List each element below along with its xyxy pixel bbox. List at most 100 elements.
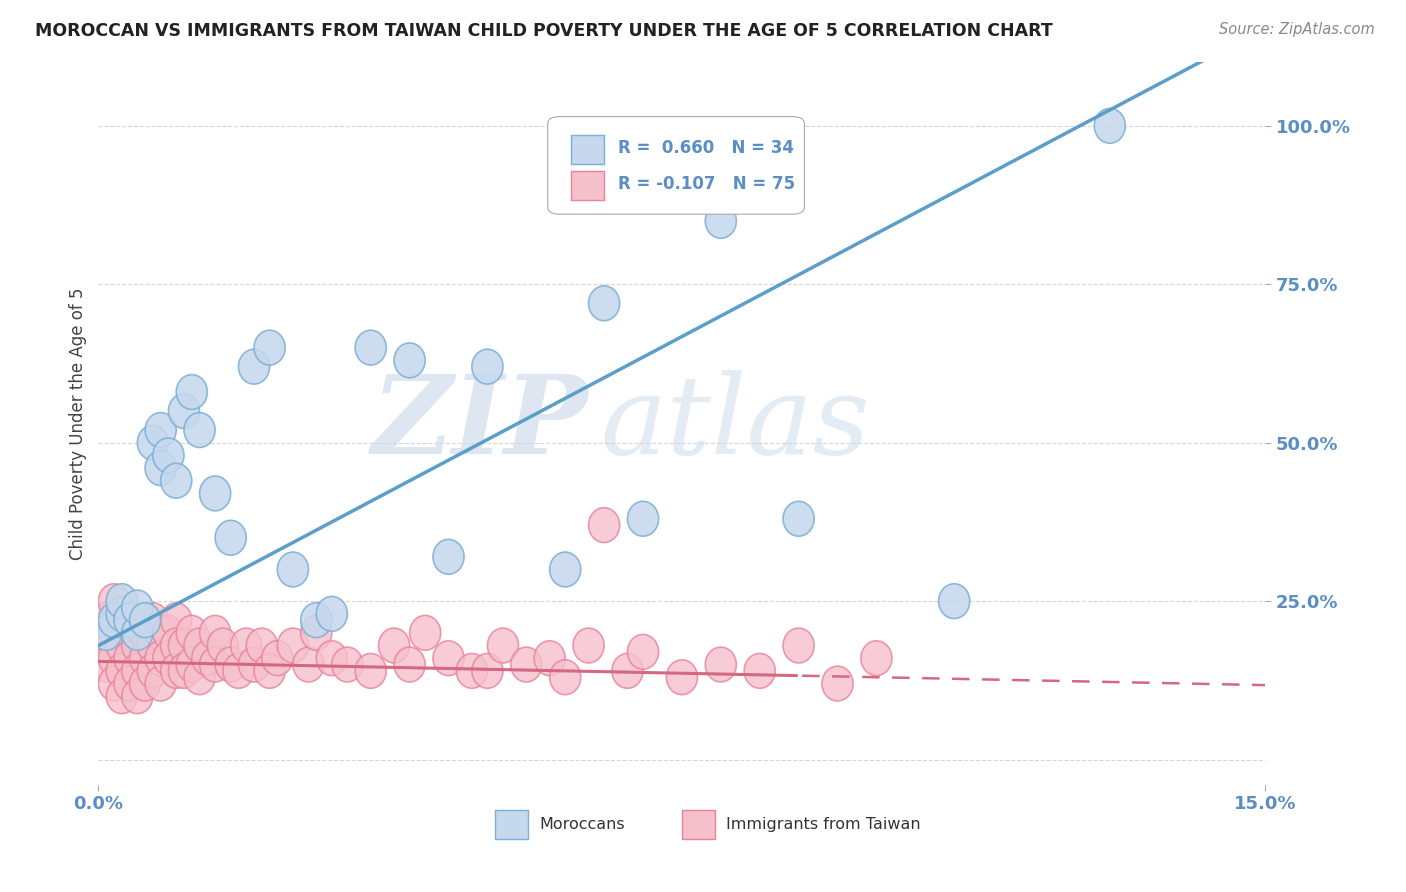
Text: R =  0.660   N = 34: R = 0.660 N = 34 [617,138,794,157]
Ellipse shape [114,666,145,701]
Ellipse shape [207,628,239,663]
Ellipse shape [301,615,332,650]
Ellipse shape [153,438,184,473]
Ellipse shape [574,628,605,663]
Ellipse shape [589,285,620,321]
Ellipse shape [239,647,270,682]
Ellipse shape [107,583,138,618]
Ellipse shape [169,628,200,663]
Ellipse shape [823,666,853,701]
Ellipse shape [90,628,122,663]
Text: atlas: atlas [600,370,870,477]
Ellipse shape [472,654,503,689]
Ellipse shape [129,603,160,638]
Ellipse shape [160,463,191,498]
Ellipse shape [90,647,122,682]
Text: MOROCCAN VS IMMIGRANTS FROM TAIWAN CHILD POVERTY UNDER THE AGE OF 5 CORRELATION : MOROCCAN VS IMMIGRANTS FROM TAIWAN CHILD… [35,22,1053,40]
Ellipse shape [145,413,176,448]
Ellipse shape [145,450,176,485]
Ellipse shape [138,654,169,689]
Ellipse shape [783,501,814,536]
Ellipse shape [169,654,200,689]
Ellipse shape [176,647,207,682]
Ellipse shape [114,603,145,638]
Ellipse shape [122,603,153,638]
FancyBboxPatch shape [548,117,804,214]
Ellipse shape [129,640,160,675]
Text: ZIP: ZIP [373,370,589,477]
Ellipse shape [550,660,581,695]
Ellipse shape [550,552,581,587]
Ellipse shape [200,476,231,511]
Ellipse shape [231,628,262,663]
Ellipse shape [433,540,464,574]
Ellipse shape [138,425,169,460]
Ellipse shape [246,628,277,663]
Ellipse shape [107,628,138,663]
Ellipse shape [239,350,270,384]
Ellipse shape [122,679,153,714]
Text: R = -0.107   N = 75: R = -0.107 N = 75 [617,175,794,193]
Ellipse shape [153,615,184,650]
Ellipse shape [122,591,153,625]
Ellipse shape [184,413,215,448]
Ellipse shape [169,393,200,428]
FancyBboxPatch shape [495,810,527,839]
Ellipse shape [277,628,308,663]
Ellipse shape [332,647,363,682]
Ellipse shape [472,350,503,384]
Ellipse shape [200,615,231,650]
Ellipse shape [215,647,246,682]
Ellipse shape [145,640,176,675]
FancyBboxPatch shape [682,810,714,839]
Ellipse shape [138,628,169,663]
Ellipse shape [488,628,519,663]
Ellipse shape [191,640,224,675]
Ellipse shape [589,508,620,542]
Ellipse shape [176,375,207,409]
FancyBboxPatch shape [571,170,603,200]
Ellipse shape [138,603,169,638]
Ellipse shape [394,647,425,682]
Ellipse shape [98,640,129,675]
Ellipse shape [316,640,347,675]
Ellipse shape [176,615,207,650]
Ellipse shape [378,628,409,663]
FancyBboxPatch shape [571,135,603,163]
Ellipse shape [409,615,440,650]
Ellipse shape [534,640,565,675]
Ellipse shape [98,583,129,618]
Ellipse shape [107,679,138,714]
Ellipse shape [160,603,191,638]
Ellipse shape [200,647,231,682]
Ellipse shape [114,640,145,675]
Ellipse shape [627,501,658,536]
Ellipse shape [160,654,191,689]
Ellipse shape [262,640,292,675]
Ellipse shape [744,654,775,689]
Ellipse shape [145,615,176,650]
Ellipse shape [301,603,332,638]
Ellipse shape [184,660,215,695]
Ellipse shape [254,330,285,365]
Ellipse shape [129,615,160,650]
Ellipse shape [107,603,138,638]
Text: Immigrants from Taiwan: Immigrants from Taiwan [727,817,921,832]
Ellipse shape [939,583,970,618]
Ellipse shape [356,654,387,689]
Ellipse shape [394,343,425,377]
Ellipse shape [98,615,129,650]
Ellipse shape [457,654,488,689]
Text: Source: ZipAtlas.com: Source: ZipAtlas.com [1219,22,1375,37]
Ellipse shape [90,615,122,650]
Ellipse shape [114,615,145,650]
Ellipse shape [215,520,246,555]
Ellipse shape [783,628,814,663]
Ellipse shape [292,647,323,682]
Ellipse shape [224,654,254,689]
Text: Moroccans: Moroccans [540,817,626,832]
Ellipse shape [612,654,643,689]
Ellipse shape [90,603,122,638]
Ellipse shape [107,597,138,632]
Ellipse shape [254,654,285,689]
